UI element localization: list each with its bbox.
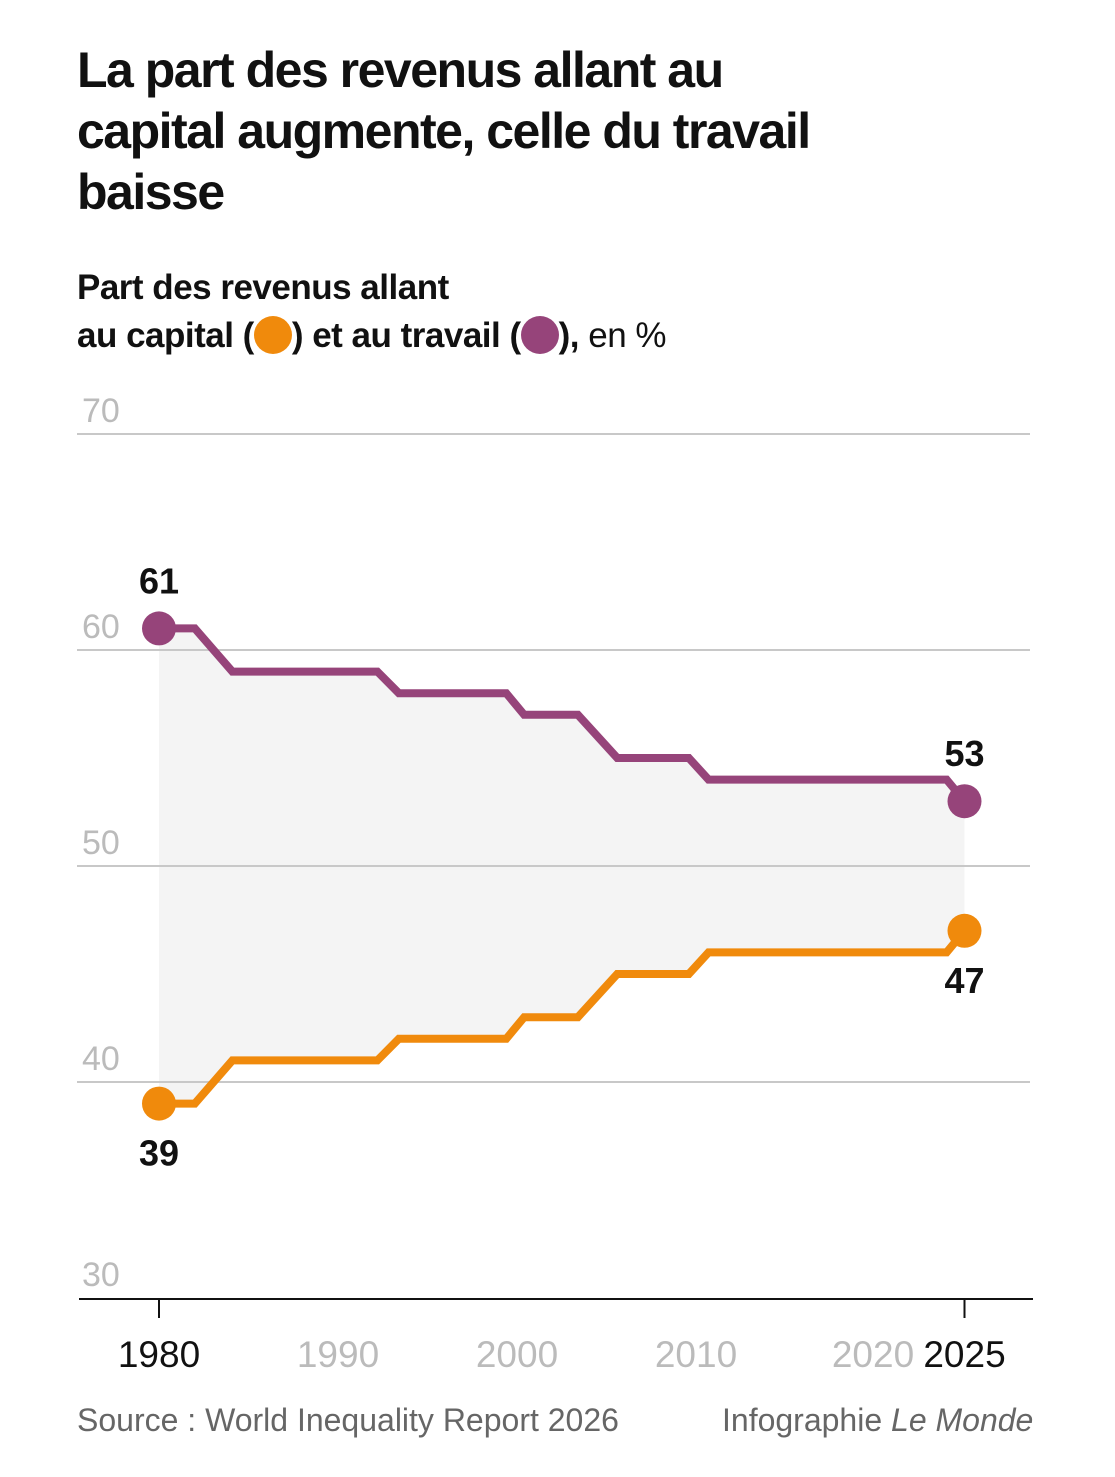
credit: Infographie Le Monde	[722, 1402, 1033, 1439]
y-tick-label: 40	[82, 1040, 120, 1078]
y-tick-label: 60	[82, 608, 120, 646]
travail-legend-dot	[520, 316, 559, 354]
travail-end-label: 53	[944, 733, 984, 774]
source: Source : World Inequality Report 2026	[77, 1402, 619, 1438]
credit-prefix: Infographie	[722, 1402, 892, 1438]
capital-start-point	[142, 1086, 176, 1121]
travail-start-label: 61	[139, 560, 179, 601]
x-tick-label: 2010	[655, 1334, 737, 1375]
capital-end-label: 47	[944, 960, 984, 1001]
travail-start-point	[142, 611, 176, 646]
y-tick-label: 50	[82, 824, 120, 862]
subtitle-line1: Part des revenus allant	[77, 268, 449, 307]
chart-title: La part des revenus allant au capital au…	[77, 42, 811, 220]
capital-line	[159, 928, 968, 1108]
chart-subtitle: Part des revenus allant au capital ( ) et…	[77, 264, 667, 360]
capital-start-label: 39	[139, 1133, 179, 1174]
y-tick-label: 30	[82, 1256, 120, 1294]
y-tick-label: 70	[82, 392, 120, 430]
travail-end-point	[947, 784, 982, 819]
subtitle-unit: en %	[579, 316, 667, 355]
subtitle-capital: au capital (	[77, 316, 254, 355]
x-tick-label: 2025	[923, 1334, 1005, 1375]
travail-line	[159, 624, 968, 804]
capital-legend-dot	[253, 316, 292, 354]
x-tick-label: 1990	[297, 1334, 379, 1375]
x-tick-label: 2020	[832, 1334, 914, 1375]
subtitle-travail: ) et au travail (	[291, 316, 521, 355]
subtitle-close: ),	[558, 316, 580, 355]
capital-end-point	[947, 913, 982, 948]
x-tick-label: 2000	[476, 1334, 558, 1375]
x-tick-label: 1980	[118, 1334, 200, 1375]
credit-brand: Le Monde	[891, 1402, 1034, 1438]
